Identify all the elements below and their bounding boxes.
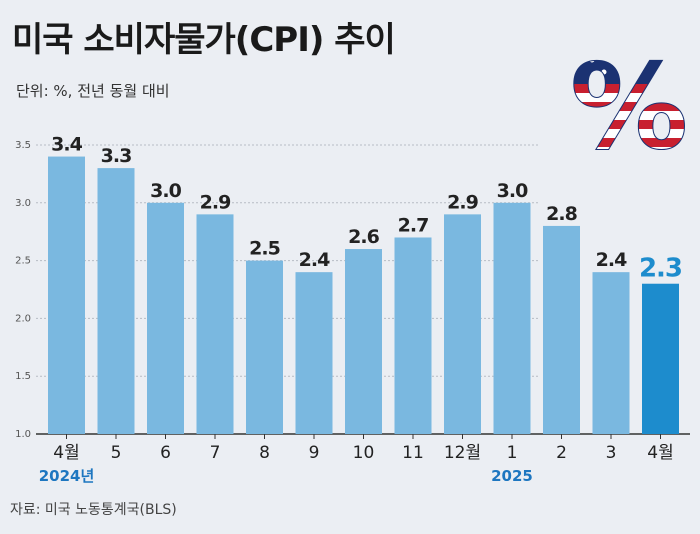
data-label: 3.0 [497, 180, 528, 202]
data-label: 2.7 [398, 214, 429, 236]
data-label: 2.9 [200, 191, 231, 213]
bar [543, 225, 580, 434]
bar [345, 249, 382, 434]
x-tick-label: 4월 [647, 443, 673, 463]
bar [592, 272, 630, 434]
y-tick-label: 3.5 [15, 140, 31, 151]
data-label: 2.8 [546, 203, 577, 225]
x-tick-label: 5 [111, 443, 122, 463]
data-label: 2.4 [596, 249, 627, 271]
data-label: 2.3 [639, 254, 682, 284]
source-note: 자료: 미국 노동통계국(BLS) [10, 502, 177, 518]
svg-text:%: % [570, 38, 688, 176]
data-label: 3.3 [101, 145, 132, 167]
x-tick-label: 1 [507, 443, 518, 463]
bar [642, 283, 679, 434]
chart-title: 미국 소비자물가(CPI) 추이 [12, 20, 396, 60]
bar [493, 202, 531, 434]
bar [444, 214, 481, 434]
data-labels: 3.4 3.3 3.0 2.9 2.5 2.4 2.6 2.7 2.9 3.0 2.8 2.4 2.3 [51, 134, 683, 284]
bar-series [48, 156, 679, 434]
x-tick-label: 9 [309, 443, 320, 463]
us-flag-percent-icon: % [570, 38, 689, 177]
x-tick-label: 6 [160, 443, 171, 463]
x-tick-label: 2 [556, 443, 567, 463]
data-label: 3.0 [150, 180, 181, 202]
year-label: 2025 [491, 467, 533, 485]
bar [246, 260, 283, 434]
bar [48, 156, 85, 434]
year-label: 2024년 [39, 467, 95, 485]
bar [196, 214, 234, 434]
x-tick-label: 3 [606, 443, 617, 463]
x-tick-label: 10 [353, 443, 375, 463]
y-tick-label: 1.0 [15, 429, 31, 440]
y-tick-label: 1.5 [15, 371, 31, 382]
bar [394, 237, 432, 434]
x-tick-label: 12월 [444, 443, 481, 463]
x-tick-label: 8 [259, 443, 270, 463]
bar [147, 202, 184, 434]
x-tick-label: 11 [402, 443, 424, 463]
y-tick-label: 2.0 [15, 313, 31, 324]
x-tick-label: 7 [210, 443, 221, 463]
x-tick-label: 4월 [53, 443, 79, 463]
data-label: 3.4 [51, 134, 82, 156]
data-label: 2.5 [249, 238, 280, 260]
bar [295, 272, 333, 434]
year-labels: 2024년 2025 [39, 467, 533, 485]
y-axis: 1.0 1.5 2.0 2.5 3.0 3.5 [15, 140, 31, 440]
data-label: 2.9 [447, 191, 478, 213]
data-label: 2.6 [348, 226, 379, 248]
data-label: 2.4 [299, 249, 330, 271]
x-axis: 4월 5 6 7 8 9 10 11 12월 1 2 3 4월 [53, 434, 674, 463]
y-tick-label: 2.5 [15, 256, 31, 267]
bar [97, 168, 135, 434]
unit-subtitle: 단위: %, 전년 동월 대비 [16, 82, 170, 100]
y-tick-label: 3.0 [15, 198, 31, 209]
